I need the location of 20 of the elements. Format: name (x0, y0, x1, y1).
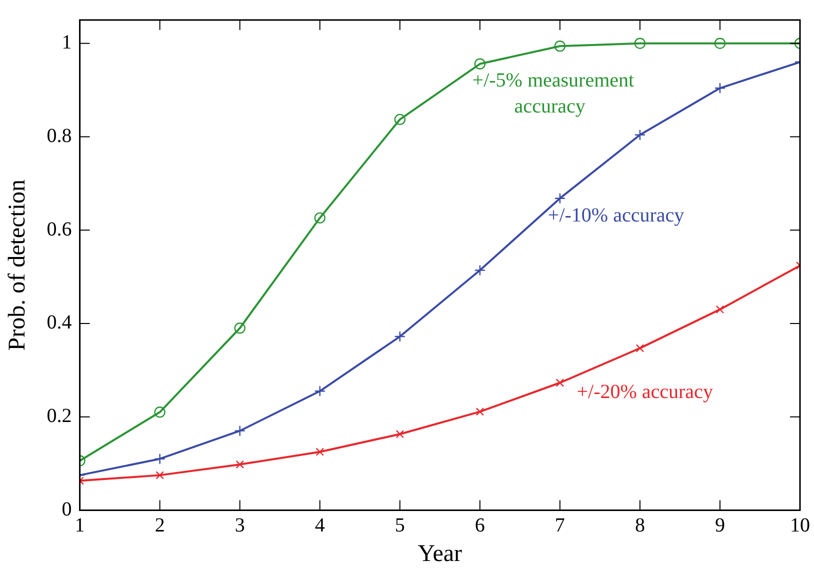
x-tick-label: 2 (154, 514, 165, 536)
y-tick-label: 0 (62, 498, 72, 520)
y-axis-title: Prob. of detection (4, 179, 31, 351)
x-tick-label: 9 (714, 514, 725, 536)
x-tick-label: 10 (790, 514, 810, 536)
y-tick-label: 0.2 (46, 405, 72, 428)
series-label: +/-10% accuracy (548, 204, 684, 227)
x-tick-label: 6 (474, 514, 485, 536)
x-axis-title: Year (418, 540, 462, 567)
x-tick-label: 4 (314, 514, 325, 536)
y-tick-label: 0.8 (46, 124, 72, 147)
x-tick-label: 8 (634, 514, 645, 536)
x-tick-label: 7 (554, 514, 565, 536)
series-label: +/-20% accuracy (576, 381, 713, 403)
y-tick-label: 0.6 (46, 218, 72, 240)
series-label: +/-5% measurement accuracy (472, 70, 635, 118)
x-tick-label: 5 (394, 514, 405, 536)
y-tick-label: 0.4 (46, 312, 72, 334)
y-tick-label: 1 (62, 32, 72, 54)
x-tick-label: 3 (234, 514, 245, 536)
